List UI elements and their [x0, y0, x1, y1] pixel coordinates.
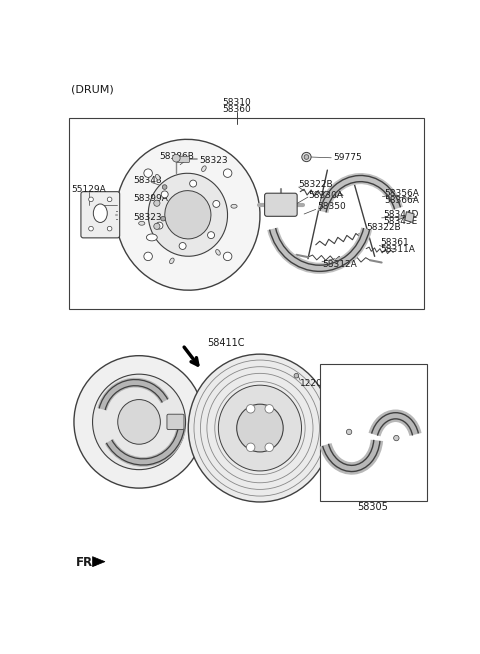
Circle shape	[89, 226, 93, 231]
Text: 58411C: 58411C	[207, 338, 245, 349]
Ellipse shape	[148, 173, 228, 256]
Text: 58323: 58323	[200, 156, 228, 165]
Ellipse shape	[188, 354, 332, 502]
Circle shape	[161, 216, 166, 221]
Text: 58311A: 58311A	[380, 245, 415, 254]
Circle shape	[107, 226, 112, 231]
Ellipse shape	[216, 250, 220, 255]
Ellipse shape	[116, 139, 260, 290]
Circle shape	[265, 443, 274, 451]
Ellipse shape	[93, 204, 107, 222]
Circle shape	[213, 201, 220, 207]
Text: 58360: 58360	[222, 105, 251, 114]
Circle shape	[154, 223, 160, 230]
Circle shape	[162, 184, 167, 190]
Ellipse shape	[165, 190, 211, 239]
Circle shape	[223, 252, 232, 261]
Text: 58386B: 58386B	[159, 152, 194, 161]
Ellipse shape	[202, 166, 206, 171]
Circle shape	[304, 155, 309, 160]
Circle shape	[294, 373, 299, 378]
Text: 58330A: 58330A	[308, 191, 343, 200]
Text: 58366A: 58366A	[384, 196, 419, 205]
Ellipse shape	[93, 374, 186, 470]
Text: 58356A: 58356A	[384, 189, 419, 198]
Text: 58322B: 58322B	[299, 181, 333, 189]
Circle shape	[246, 443, 255, 451]
Text: 58312A: 58312A	[322, 260, 357, 269]
Text: 58344D: 58344D	[383, 211, 419, 219]
Circle shape	[172, 154, 180, 162]
Circle shape	[107, 197, 112, 201]
Circle shape	[394, 436, 399, 441]
Text: 58350: 58350	[317, 202, 346, 211]
Circle shape	[265, 405, 274, 413]
Circle shape	[246, 405, 255, 413]
Ellipse shape	[169, 258, 174, 264]
Text: 58348: 58348	[133, 176, 162, 184]
Circle shape	[161, 191, 168, 198]
FancyBboxPatch shape	[167, 414, 184, 430]
Text: 58323: 58323	[133, 213, 162, 222]
Ellipse shape	[146, 234, 157, 241]
Text: 58322B: 58322B	[366, 224, 401, 232]
Text: 1220FS: 1220FS	[300, 379, 334, 388]
Circle shape	[144, 169, 152, 177]
Circle shape	[207, 232, 215, 239]
Ellipse shape	[218, 385, 301, 471]
Polygon shape	[93, 557, 105, 566]
FancyBboxPatch shape	[81, 192, 120, 238]
Ellipse shape	[74, 356, 204, 488]
Circle shape	[179, 243, 186, 249]
FancyBboxPatch shape	[177, 156, 190, 162]
Circle shape	[302, 152, 311, 162]
Text: 58345E: 58345E	[383, 217, 418, 226]
Text: 55129A: 55129A	[71, 185, 106, 194]
Circle shape	[144, 252, 152, 261]
Polygon shape	[405, 212, 414, 222]
Text: (DRUM): (DRUM)	[71, 84, 114, 94]
Ellipse shape	[237, 404, 283, 452]
Circle shape	[89, 197, 93, 201]
Bar	[320, 364, 427, 501]
Bar	[69, 118, 424, 309]
Ellipse shape	[156, 175, 160, 180]
Text: 58310: 58310	[222, 98, 251, 107]
Ellipse shape	[118, 400, 160, 444]
Text: 58305: 58305	[358, 502, 388, 511]
Circle shape	[156, 222, 163, 229]
Text: FR.: FR.	[75, 555, 97, 568]
Circle shape	[190, 180, 197, 187]
Text: 58399A: 58399A	[133, 194, 168, 203]
Text: 59775: 59775	[333, 153, 361, 162]
Circle shape	[223, 169, 232, 177]
Circle shape	[347, 429, 352, 435]
FancyBboxPatch shape	[264, 193, 297, 216]
Ellipse shape	[231, 204, 237, 208]
Ellipse shape	[139, 221, 145, 225]
Circle shape	[154, 200, 160, 206]
Text: 58361: 58361	[380, 238, 409, 247]
